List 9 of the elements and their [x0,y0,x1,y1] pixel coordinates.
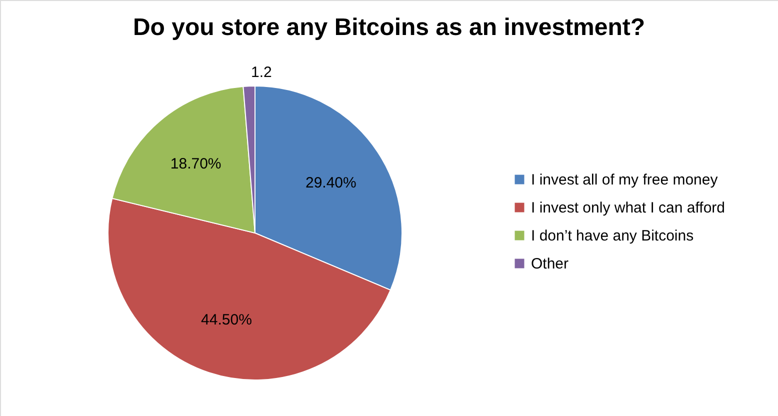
data-label: 1.2 [251,64,272,82]
legend-label: I invest only what I can afford [531,200,725,216]
legend-label: I don’t have any Bitcoins [531,228,694,244]
legend-label: I invest all of my free money [531,172,718,188]
chart-title: Do you store any Bitcoins as an investment? [132,14,646,41]
data-label: 18.70% [170,156,222,173]
data-label: 44.50% [201,312,252,329]
legend-label: Other [531,256,569,272]
data-label: 29.40% [305,174,356,192]
